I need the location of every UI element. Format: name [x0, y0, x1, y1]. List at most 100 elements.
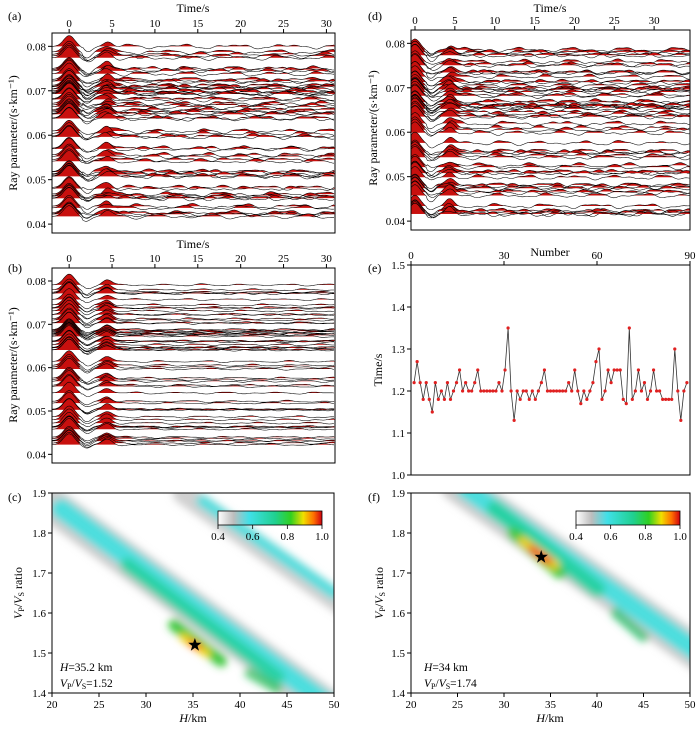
x-tick-label: 0 [66, 18, 72, 30]
colorbar-tick-label: 0.4 [569, 531, 583, 543]
trace-line [52, 88, 335, 104]
x-tick-label: 35 [545, 699, 557, 711]
y-tick-label: 1.8 [391, 528, 405, 540]
data-point [594, 360, 598, 364]
panel-c-axes: 20 25 30 35 40 45 50 1.4 1.5 1.6 1.7 1.8 1.9 [32, 488, 340, 711]
trace-line [52, 165, 335, 182]
data-point [521, 389, 525, 393]
trace-positive-fill [411, 50, 690, 62]
trace-line [52, 426, 335, 442]
panel-b-ylabel: Ray parameter/(s·km⁻¹) [6, 307, 20, 423]
x-tick-label: 40 [235, 699, 247, 711]
trace-line [411, 54, 690, 71]
trace-positive-fill [411, 41, 690, 53]
panel-c-label: (c) [8, 490, 21, 504]
data-point [476, 368, 480, 372]
data-point [527, 397, 531, 401]
trace-line [52, 58, 335, 75]
x-tick-label: 30 [321, 253, 333, 265]
data-point [509, 389, 513, 393]
data-point [600, 397, 604, 401]
trace-line [52, 273, 335, 289]
data-point [533, 397, 537, 401]
trace-positive-fill [52, 165, 335, 176]
trace-line [52, 278, 334, 295]
colorbar-tick-label: 1.0 [315, 531, 329, 543]
trace-line [52, 122, 335, 140]
trace-positive-fill [52, 296, 335, 308]
data-point [470, 389, 474, 393]
trace-line [52, 70, 335, 84]
trace-line [52, 375, 335, 391]
panel-b-traces [52, 273, 335, 449]
data-point [433, 381, 437, 385]
panel-d-traces [411, 38, 690, 219]
trace-line [52, 187, 335, 202]
trace-line [52, 374, 334, 390]
data-point [588, 389, 592, 393]
panel-e-xlabel: Number [530, 245, 569, 259]
panel-f-maximum-star-icon [534, 550, 548, 563]
trace-line [52, 195, 335, 210]
trace-positive-fill [52, 57, 335, 69]
x-tick-label: 10 [489, 15, 501, 27]
trace-line [411, 102, 690, 121]
panel-f-heatmap [411, 493, 690, 693]
data-point [451, 389, 456, 393]
y-tick-label: 1.6 [391, 608, 405, 620]
data-point [548, 389, 553, 393]
y-tick-label: 1.5 [32, 648, 46, 660]
trace-line [411, 146, 690, 162]
trace-line [52, 357, 335, 374]
data-point [664, 397, 668, 401]
data-point [545, 389, 550, 393]
data-point [636, 368, 641, 372]
series-line [413, 327, 688, 421]
trace-line [52, 405, 334, 422]
data-point [561, 389, 565, 393]
data-point [557, 389, 562, 393]
trace-positive-fill [411, 112, 690, 124]
y-tick-label: 0.07 [386, 83, 406, 95]
trace-line [52, 125, 335, 141]
trace-line [411, 105, 690, 122]
data-point [661, 397, 665, 401]
data-point [606, 368, 610, 372]
panel-e-series [412, 326, 689, 422]
x-tick-label: 90 [685, 250, 697, 262]
trace-positive-fill [52, 350, 335, 362]
trace-line [411, 44, 690, 59]
data-point [497, 381, 501, 385]
trace-line [52, 288, 334, 303]
panel-e-frame [410, 264, 691, 476]
y-tick-label: 0.04 [27, 219, 47, 231]
data-point [633, 389, 637, 393]
trace-positive-fill [411, 38, 690, 50]
y-tick-label: 1.4 [391, 688, 405, 700]
data-point [518, 397, 522, 401]
data-point [615, 368, 619, 372]
x-tick-label: 30 [499, 250, 511, 262]
y-tick-label: 1.7 [391, 568, 405, 580]
x-tick-label: 0 [408, 250, 414, 262]
trace-positive-fill [411, 140, 690, 151]
panel-e-ylabel: Time/s [371, 353, 385, 386]
trace-line [52, 408, 334, 424]
trace-positive-fill [411, 83, 690, 95]
trace-line [52, 205, 334, 222]
data-point [485, 389, 489, 393]
trace-line [52, 368, 334, 384]
panel-c-ylabel: VP/VS ratio [11, 567, 26, 619]
panel-a-ylabel: Ray parameter/(s·km⁻¹) [6, 75, 20, 191]
data-point [439, 389, 443, 393]
trace-line [52, 418, 334, 434]
trace-line [52, 177, 335, 194]
y-tick-label: 0.06 [27, 363, 47, 375]
trace-line [52, 75, 335, 91]
data-point [464, 381, 468, 385]
trace-line [411, 161, 690, 177]
trace-line [411, 139, 690, 156]
trace-line [52, 307, 335, 324]
trace-line [411, 166, 690, 181]
